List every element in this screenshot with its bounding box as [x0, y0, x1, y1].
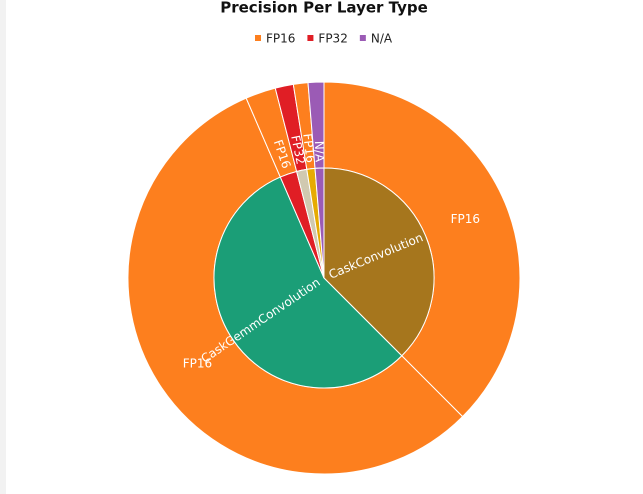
legend-swatch	[255, 35, 261, 41]
chart-title: Precision Per Layer Type	[220, 0, 428, 17]
inner-slice	[314, 167, 325, 279]
slice-label: N/A	[312, 141, 327, 164]
slice-label: FP16	[183, 356, 212, 370]
legend-swatch	[359, 35, 366, 41]
legend-label: FP32	[318, 32, 347, 46]
slice-label: FP16	[451, 212, 480, 226]
inner-slice	[213, 176, 403, 389]
left-edge	[0, 0, 6, 494]
inner-slice	[323, 167, 435, 357]
legend-label: N/A	[371, 32, 393, 46]
legend-label: FP16	[266, 32, 295, 46]
legend-swatch	[307, 35, 314, 41]
